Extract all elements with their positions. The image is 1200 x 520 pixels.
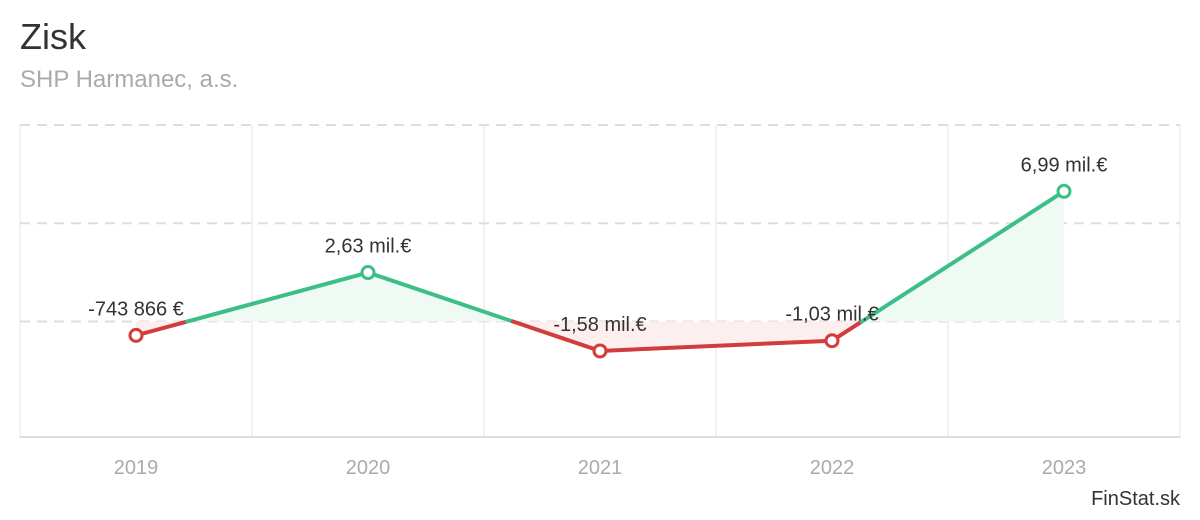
x-tick-2020: 2020: [346, 457, 391, 479]
data-label-2022: -1,03 mil.€: [785, 304, 878, 326]
negative-area: [600, 321, 832, 351]
x-tick-2021: 2021: [578, 457, 623, 479]
negative-segment: [134, 319, 190, 338]
data-point-2019: [128, 327, 144, 343]
data-point-2022: [824, 333, 840, 349]
x-tick-2023: 2023: [1042, 457, 1087, 479]
series-lines: [134, 189, 1066, 353]
data-label-2023: 6,99 mil.€: [1021, 154, 1108, 176]
data-point-2023: [1056, 183, 1072, 199]
x-axis-ticks: 2019 2020 2021 2022 2023: [114, 457, 1087, 479]
x-tick-2019: 2019: [114, 457, 159, 479]
data-label-2019: -743 866 €: [88, 298, 184, 320]
positive-segment: [859, 189, 1066, 324]
source-credit: FinStat.sk: [1091, 488, 1180, 510]
data-labels: -743 866 € 2,63 mil.€ -1,58 mil.€ -1,03 mil…: [88, 154, 1107, 336]
chart-subtitle: SHP Harmanec, a.s.: [20, 66, 239, 93]
positive-segment: [366, 270, 515, 324]
negative-segment: [510, 319, 602, 353]
x-tick-2022: 2022: [810, 457, 855, 479]
data-label-2020: 2,63 mil.€: [325, 236, 412, 258]
chart-title: Zisk: [20, 16, 86, 57]
data-point-2020: [360, 265, 376, 281]
data-points: [128, 183, 1072, 359]
negative-segment: [598, 338, 834, 353]
positive-segment: [185, 270, 370, 324]
data-label-2021: -1,58 mil.€: [553, 314, 646, 336]
data-point-2021: [592, 343, 608, 359]
